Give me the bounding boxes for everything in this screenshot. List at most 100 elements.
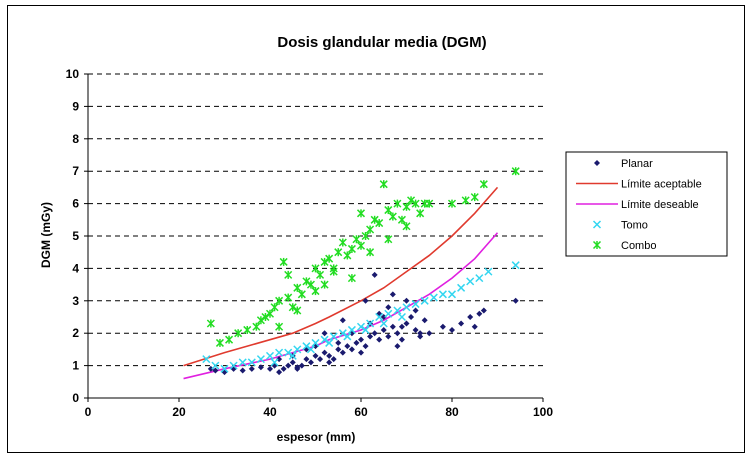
x-tick-label: 20 (172, 405, 186, 419)
data-point-planar (467, 314, 474, 320)
data-point-combo (215, 338, 224, 347)
data-point-tomo (343, 332, 352, 341)
data-point-tomo (247, 358, 256, 367)
series-line-limite-deseable (183, 232, 499, 380)
data-point-planar (426, 330, 433, 337)
data-point-tomo (457, 283, 466, 292)
data-point-planar (371, 271, 378, 278)
series-combo (206, 167, 520, 347)
data-point-tomo (202, 355, 211, 364)
data-point-combo (347, 244, 356, 253)
data-point-tomo (411, 300, 420, 309)
data-point-planar (367, 333, 374, 340)
y-tick-label: 5 (72, 229, 79, 243)
data-point-tomo (338, 329, 347, 338)
data-point-combo (366, 225, 375, 234)
data-point-combo (325, 254, 334, 263)
data-point-planar (276, 369, 283, 376)
data-point-tomo (511, 261, 520, 270)
data-point-tomo (284, 348, 293, 357)
data-point-combo (275, 296, 284, 305)
data-point-combo (393, 199, 402, 208)
data-point-combo (416, 209, 425, 218)
data-point-combo (311, 264, 320, 273)
x-tick-label: 40 (263, 405, 277, 419)
y-tick-label: 0 (72, 391, 79, 405)
chart-title: Dosis glandular media (DGM) (277, 34, 486, 51)
data-point-tomo (306, 345, 315, 354)
data-point-combo (293, 283, 302, 292)
data-point-combo (293, 306, 302, 315)
data-point-planar (398, 323, 405, 330)
data-point-planar (353, 339, 360, 346)
y-tick-label: 10 (66, 67, 80, 81)
y-tick-label: 4 (72, 261, 79, 275)
data-point-combo (511, 167, 520, 176)
data-point-combo (384, 235, 393, 244)
data-point-combo (316, 270, 325, 279)
data-point-tomo (256, 355, 265, 364)
data-point-combo (407, 196, 416, 205)
data-point-planar (321, 349, 328, 356)
data-point-planar (212, 367, 219, 374)
data-point-combo (284, 270, 293, 279)
data-point-tomo (270, 358, 279, 367)
data-point-planar (458, 320, 465, 327)
data-point-combo (447, 199, 457, 208)
data-point-planar (207, 365, 214, 372)
data-point-combo (320, 257, 329, 266)
y-tick-label: 9 (72, 99, 79, 113)
data-point-planar (389, 291, 396, 298)
x-tick-label: 0 (85, 405, 92, 419)
data-point-planar (335, 339, 342, 346)
data-point-planar (439, 323, 446, 330)
data-point-tomo (325, 338, 334, 347)
data-point-planar (248, 365, 255, 372)
data-point-combo (234, 329, 243, 338)
data-point-tomo (429, 293, 438, 302)
data-point-planar (380, 314, 387, 320)
legend-marker-tomo (592, 220, 602, 229)
data-point-combo (470, 193, 479, 202)
data-point-tomo (275, 348, 284, 357)
data-point-planar (412, 326, 419, 333)
data-point-planar (289, 359, 296, 366)
data-point-combo (265, 309, 275, 318)
data-point-planar (330, 356, 337, 363)
data-point-tomo (302, 342, 311, 351)
data-point-planar (389, 323, 396, 330)
data-point-combo (352, 235, 361, 244)
legend-marker-planar (594, 160, 600, 166)
data-point-combo (347, 274, 356, 283)
data-point-tomo (484, 267, 493, 276)
data-point-planar (294, 364, 301, 371)
data-point-planar (339, 349, 346, 356)
legend-label-planar: Planar (621, 158, 653, 170)
data-point-tomo (397, 312, 406, 322)
legend-label-limite-aceptable: Límite aceptable (621, 179, 702, 191)
data-point-tomo (320, 335, 329, 344)
legend-label-tomo: Tomo (621, 220, 648, 232)
data-point-planar (403, 320, 410, 327)
data-point-planar (312, 352, 319, 359)
data-point-tomo (238, 358, 247, 367)
legend-label-combo: Combo (621, 240, 656, 252)
data-point-combo (375, 219, 384, 228)
legend: Planar Límite aceptable Límite deseable Tom… (565, 151, 728, 257)
data-point-combo (275, 322, 284, 331)
data-point-planar (376, 336, 383, 343)
data-point-combo (361, 231, 370, 241)
data-point-tomo (447, 290, 457, 299)
data-point-planar (339, 317, 346, 324)
series-planar (207, 271, 519, 376)
data-point-tomo (402, 303, 411, 312)
data-point-tomo (420, 296, 429, 305)
data-point-combo (479, 180, 488, 189)
data-point-combo (225, 335, 234, 344)
data-point-combo (384, 206, 393, 215)
data-point-combo (388, 212, 397, 221)
data-point-planar (471, 323, 478, 330)
data-point-planar (385, 333, 392, 340)
data-point-tomo (375, 312, 384, 322)
data-point-planar (326, 359, 333, 366)
